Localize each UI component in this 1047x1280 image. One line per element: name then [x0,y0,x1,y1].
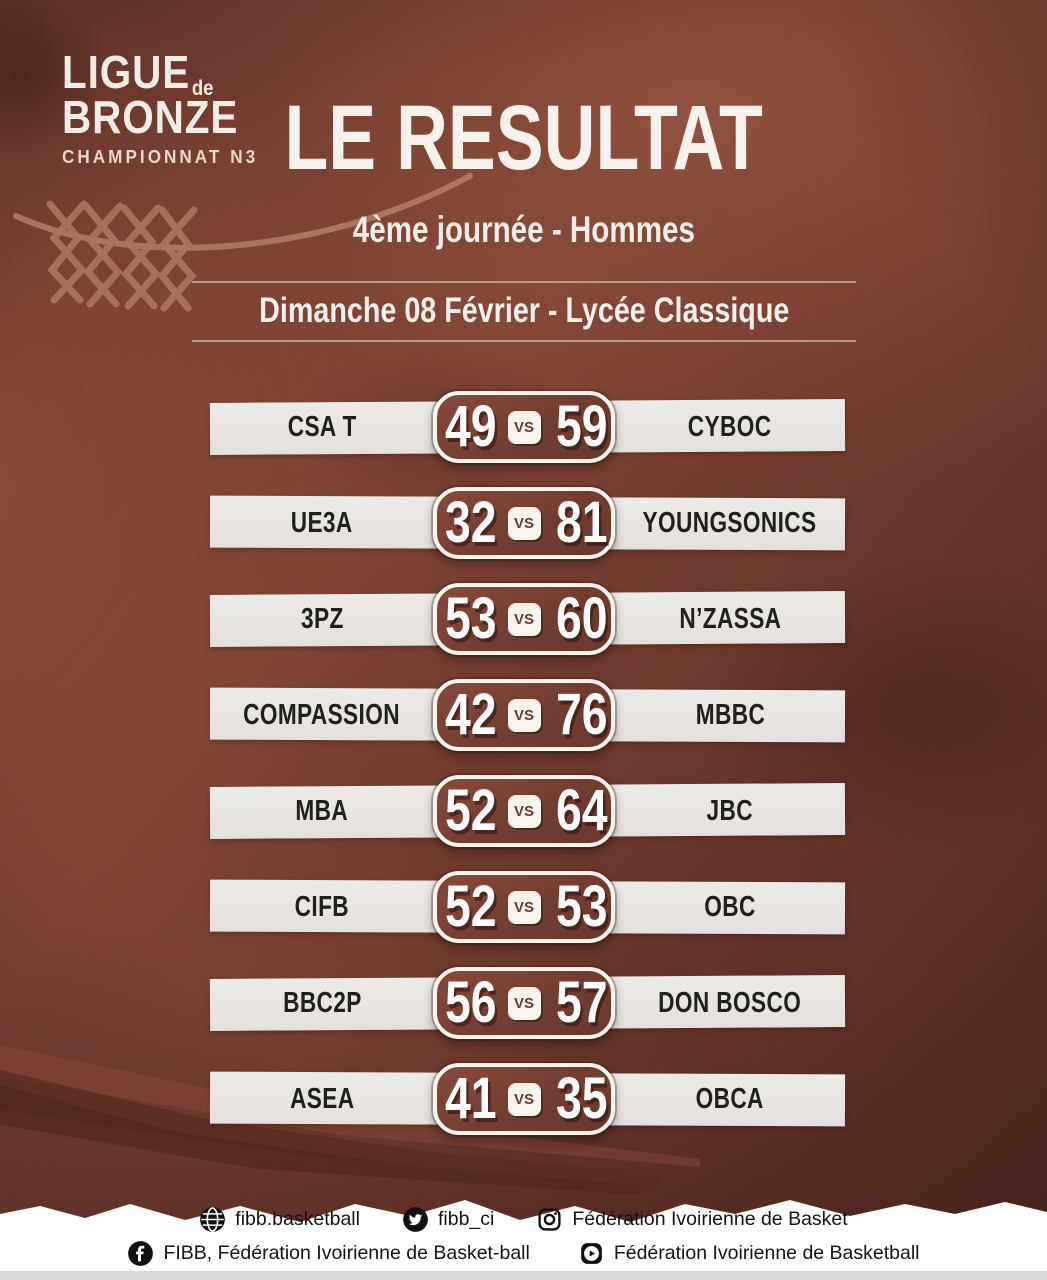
facebook-icon [128,1241,154,1266]
away-score: 64 [555,778,608,843]
away-team-name: DON BOSCO [658,986,802,1019]
away-team-name: CYBOC [688,410,772,443]
footer-row-2: FIBB, Fédération Ivoirienne de Basket-ba… [0,1240,1047,1267]
away-team-name: MBBC [695,698,765,731]
date-venue-banner: Dimanche 08 Février - Lycée Classique [192,281,856,342]
globe-www-icon [200,1207,226,1232]
logo-championship-label: CHAMPIONNAT N3 [62,147,259,168]
vs-badge: VS [507,1082,541,1116]
away-team-name: YOUNGSONICS [643,506,817,539]
home-score: 49 [444,394,497,459]
home-score: 56 [444,970,497,1035]
brush-stroke-decoration [0,1045,700,1195]
home-score: 32 [444,490,497,555]
instagram-link[interactable]: Fédération Ivoirienne de Basket [536,1206,848,1233]
home-score: 53 [444,586,497,651]
home-team-name: CIFB [294,890,350,923]
match-row: CSA T CYBOC 49 VS 59 [0,391,1047,463]
vs-badge: VS [507,890,541,924]
score-capsule: 32 VS 81 [433,487,615,559]
bottom-gray-strip [0,1271,1047,1280]
twitter-link[interactable]: fibb_ci [402,1206,494,1233]
match-row: 3PZ N’ZASSA 53 VS 60 [0,583,1047,655]
logo-word-bronze: BRONZE [62,91,239,144]
youtube-link[interactable]: Fédération Ivoirienne de Basketball [578,1240,920,1267]
match-row: CIFB OBC 52 VS 53 [0,871,1047,943]
score-capsule: 49 VS 59 [433,391,615,463]
score-capsule: 42 VS 76 [433,679,615,751]
away-score: 35 [555,1066,608,1131]
basketball-net-icon [13,173,473,312]
home-team-name: CSA T [287,410,357,443]
away-score: 59 [555,394,608,459]
away-team-name: JBC [706,794,754,827]
website-link[interactable]: fibb.basketball [199,1206,360,1233]
logo-word-de: de [191,77,214,100]
facebook-link[interactable]: FIBB, Fédération Ivoirienne de Basket-ba… [127,1240,530,1267]
logo-word-ligue: LIGUE [62,46,191,98]
home-team-name: BBC2P [282,986,362,1019]
instagram-handle: Fédération Ivoirienne de Basket [572,1208,848,1230]
home-team-name: 3PZ [300,602,344,635]
score-capsule: 53 VS 60 [433,583,615,655]
footer-social-links: fibb.basketball fibb_ci Fédération Ivoir… [0,1206,1047,1267]
match-row: MBA JBC 52 VS 64 [0,775,1047,847]
vs-badge: VS [507,698,541,732]
score-capsule: 56 VS 57 [433,967,615,1039]
match-row: UE3A YOUNGSONICS 32 VS 81 [0,487,1047,559]
away-score: 81 [555,490,608,555]
home-score: 52 [444,874,497,939]
away-score: 76 [555,682,608,747]
page-title: LE RESULTAT [284,87,763,189]
score-capsule: 52 VS 53 [433,871,615,943]
logo-line-1: LIGUEde [62,49,244,99]
logo-line-2: BRONZE [62,94,244,140]
away-team-name: OBC [704,890,756,923]
score-capsule: 41 VS 35 [433,1063,615,1135]
away-team-name: OBCA [695,1082,765,1115]
vs-badge: VS [507,506,541,540]
vs-badge: VS [507,602,541,636]
home-score: 41 [444,1066,497,1131]
home-team-name: MBA [295,794,349,827]
home-team-name: COMPASSION [243,698,401,731]
away-score: 60 [555,586,608,651]
home-team-name: ASEA [289,1082,355,1115]
league-logo: LIGUEde BRONZE CHAMPIONNAT N3 [62,49,268,168]
vs-badge: VS [507,410,541,444]
score-capsule: 52 VS 64 [433,775,615,847]
youtube-handle: Fédération Ivoirienne de Basketball [613,1242,920,1264]
facebook-handle: FIBB, Fédération Ivoirienne de Basket-ba… [163,1242,530,1264]
match-row: BBC2P DON BOSCO 56 VS 57 [0,967,1047,1039]
away-team-name: N’ZASSA [678,602,782,635]
away-score: 53 [555,874,608,939]
home-team-name: UE3A [291,506,353,539]
footer-row-1: fibb.basketball fibb_ci Fédération Ivoir… [0,1206,1047,1233]
youtube-icon [580,1243,602,1264]
website-handle: fibb.basketball [235,1208,360,1230]
vs-badge: VS [507,794,541,828]
twitter-icon [403,1207,428,1232]
away-score: 57 [555,970,608,1035]
home-score: 52 [444,778,497,843]
twitter-handle: fibb_ci [437,1208,495,1230]
match-row: COMPASSION MBBC 42 VS 76 [0,679,1047,751]
page-subtitle: 4ème journée - Hommes [352,209,695,250]
torn-paper-edge [0,1200,1047,1280]
home-score: 42 [444,682,497,747]
instagram-icon [538,1208,561,1231]
match-results-list: CSA T CYBOC 49 VS 59 UE3A YOUNGSONICS 32… [0,391,1047,1135]
vs-badge: VS [507,986,541,1020]
match-row: ASEA OBCA 41 VS 35 [0,1063,1047,1135]
